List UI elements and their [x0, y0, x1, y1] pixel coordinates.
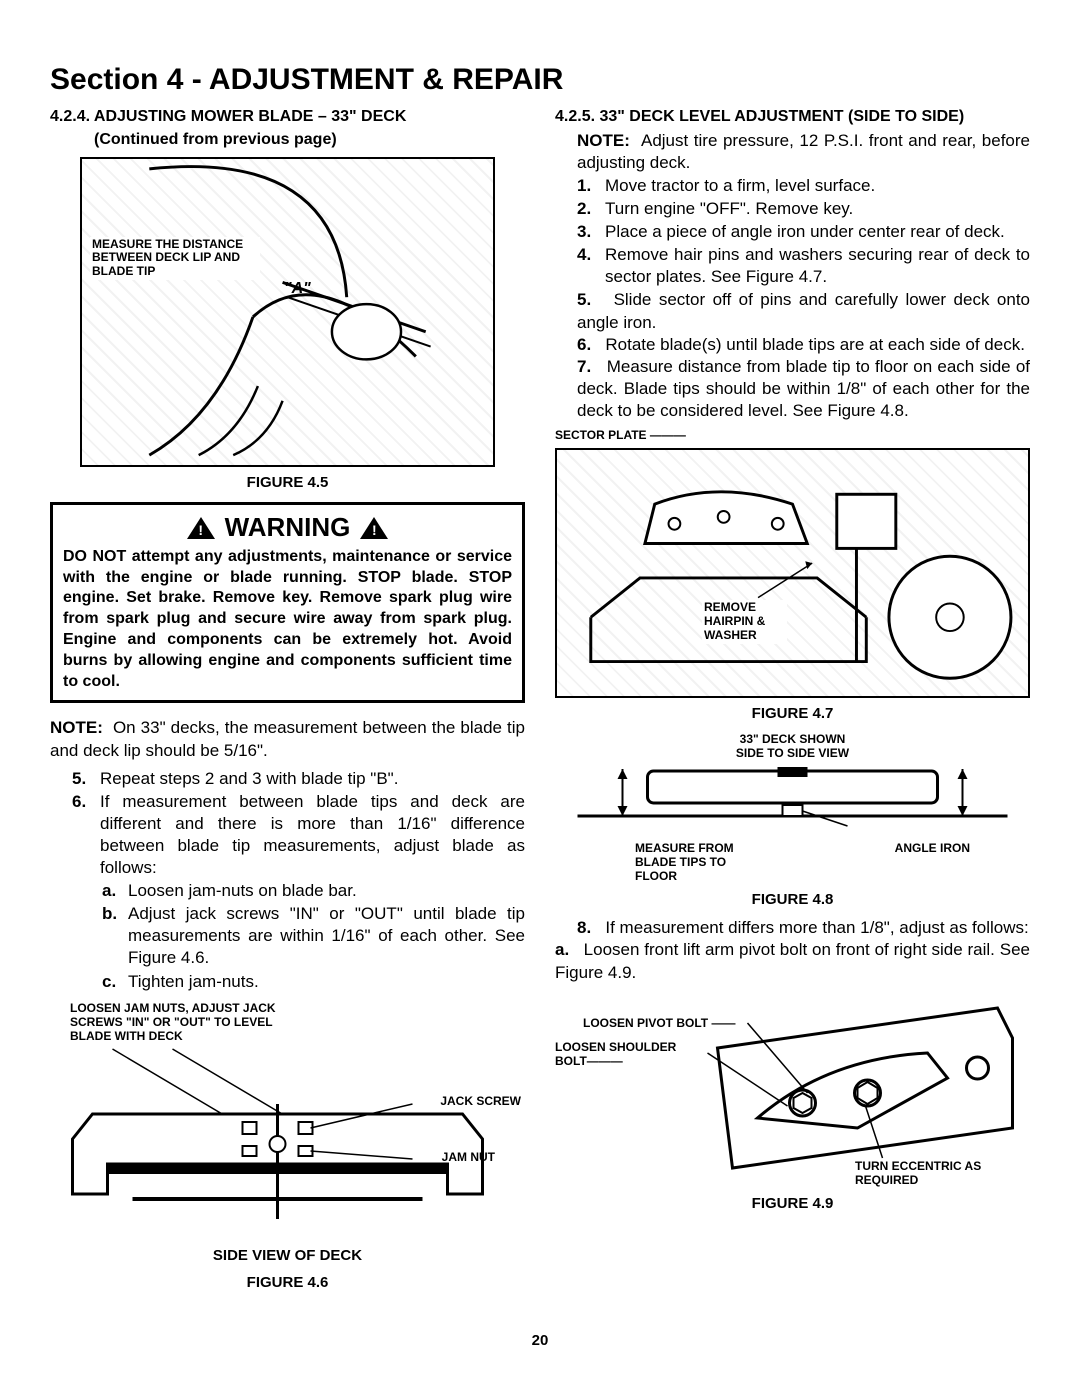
figure-4-8-top2: SIDE TO SIDE VIEW	[555, 746, 1030, 760]
substep-b: b.Adjust jack screws "IN" or "OUT" until…	[102, 903, 525, 969]
figure-4-7-sector-label: SECTOR PLATE ———	[555, 428, 1030, 442]
figure-4-5-illustration	[82, 159, 493, 465]
figure-4-6-illustration	[50, 1044, 525, 1244]
right-column: 4.2.5. 33" DECK LEVEL ADJUSTMENT (SIDE T…	[555, 107, 1030, 1301]
figure-4-8-illustration	[555, 761, 1030, 841]
right-step-2: 2.Turn engine "OFF". Remove key.	[577, 198, 1030, 220]
figure-4-8: 33" DECK SHOWN SIDE TO SIDE VIEW	[555, 732, 1030, 909]
figure-4-6-top-label: LOOSEN JAM NUTS, ADJUST JACK SCREWS "IN"…	[50, 1001, 290, 1044]
subsection-4-2-4-head: 4.2.4. ADJUSTING MOWER BLADE – 33" DECK	[50, 107, 525, 128]
figure-4-9-shoulder-label: LOOSEN SHOULDER BOLT———	[555, 1040, 695, 1069]
step-6: 6.If measurement between blade tips and …	[72, 791, 525, 879]
figure-4-5-caption: FIGURE 4.5	[50, 473, 525, 493]
right-step-8a: Loosen front lift arm pivot bolt on fron…	[555, 940, 1030, 981]
subsection-4-2-5-head: 4.2.5. 33" DECK LEVEL ADJUSTMENT (SIDE T…	[555, 107, 1030, 128]
figure-4-8-angle-label: ANGLE IRON	[895, 841, 970, 884]
right-step-7: Measure distance from blade tip to floor…	[577, 357, 1030, 420]
figure-4-8-top1: 33" DECK SHOWN	[555, 732, 1030, 746]
figure-4-9-caption: FIGURE 4.9	[555, 1194, 1030, 1214]
figure-4-6-caption: FIGURE 4.6	[50, 1273, 525, 1293]
subsection-4-2-4-continued: (Continued from previous page)	[50, 130, 525, 151]
right-step-8: If measurement differs more than 1/8", a…	[605, 918, 1028, 937]
warning-body: DO NOT attempt any adjustments, maintena…	[63, 547, 512, 693]
substep-c: c.Tighten jam-nuts.	[102, 971, 525, 993]
figure-4-8-measure-label: MEASURE FROM BLADE TIPS TO FLOOR	[635, 841, 745, 884]
figure-4-7-remove-label: REMOVE HAIRPIN & WASHER	[702, 600, 787, 643]
right-step-4: 4.Remove hair pins and washers securing …	[555, 244, 1030, 288]
right-step-5: Slide sector off of pins and carefully l…	[577, 290, 1030, 331]
figure-4-9: LOOSEN PIVOT BOLT —— LOOSEN SHOULDER BOL…	[555, 998, 1030, 1214]
figure-4-9-pivot-label: LOOSEN PIVOT BOLT ——	[583, 1016, 735, 1030]
figure-4-6-side-view: SIDE VIEW OF DECK	[50, 1246, 525, 1266]
page-title: Section 4 - ADJUSTMENT & REPAIR	[50, 60, 1030, 99]
figure-4-7: REMOVE HAIRPIN & WASHER FIGURE 4.7	[555, 448, 1030, 724]
page-number: 20	[50, 1331, 1030, 1351]
note-33-deck: NOTE: On 33" decks, the measurement betw…	[50, 717, 525, 761]
figure-4-5: MEASURE THE DISTANCE BETWEEN DECK LIP AN…	[50, 157, 525, 493]
two-column-layout: 4.2.4. ADJUSTING MOWER BLADE – 33" DECK …	[50, 107, 1030, 1301]
figure-4-9-turn-label: TURN ECCENTRIC AS REQUIRED	[855, 1159, 985, 1188]
right-step-3: 3.Place a piece of angle iron under cent…	[577, 221, 1030, 243]
figure-4-6-jack-screw-label: JACK SCREW	[440, 1094, 521, 1108]
substep-a: a.Loosen jam-nuts on blade bar.	[102, 880, 525, 902]
step-5: 5.Repeat steps 2 and 3 with blade tip "B…	[72, 768, 525, 790]
figure-4-7-illustration	[557, 450, 1028, 696]
figure-4-7-caption: FIGURE 4.7	[555, 704, 1030, 724]
warning-title: WARNING	[225, 511, 351, 545]
right-step-1: 1.Move tractor to a firm, level surface.	[577, 175, 1030, 197]
warning-header: WARNING	[63, 511, 512, 545]
figure-4-6: LOOSEN JAM NUTS, ADJUST JACK SCREWS "IN"…	[50, 1001, 525, 1293]
warning-triangle-icon	[360, 517, 388, 539]
left-column: 4.2.4. ADJUSTING MOWER BLADE – 33" DECK …	[50, 107, 525, 1301]
figure-4-6-jam-nut-label: JAM NUT	[442, 1150, 495, 1164]
right-step-6: Rotate blade(s) until blade tips are at …	[605, 335, 1025, 354]
warning-box: WARNING DO NOT attempt any adjustments, …	[50, 502, 525, 703]
warning-triangle-icon	[187, 517, 215, 539]
figure-4-8-caption: FIGURE 4.8	[555, 890, 1030, 910]
